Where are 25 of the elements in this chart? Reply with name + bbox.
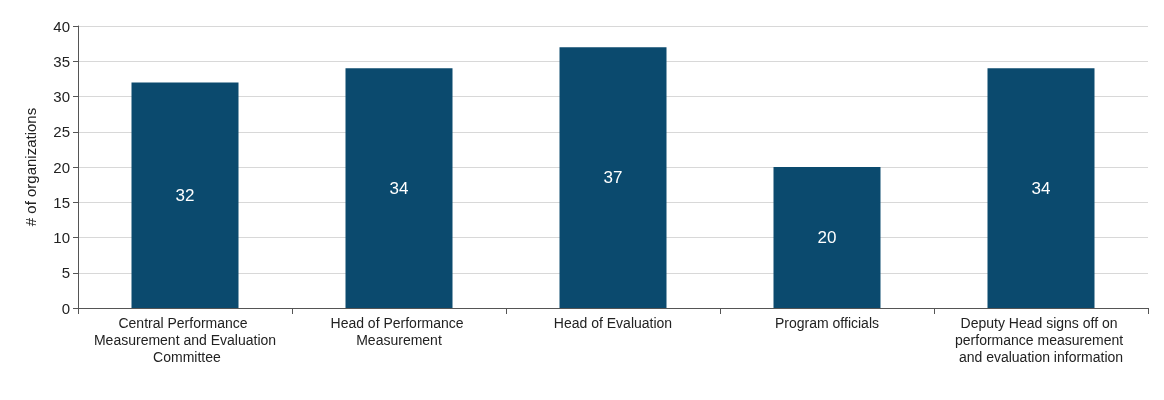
bar [987, 68, 1095, 308]
x-tick-label: Central Performance Measurement and Evaluation Committee [93, 314, 277, 365]
bar [773, 167, 881, 308]
y-tick-label: 20 [53, 158, 70, 176]
y-tick-label: 40 [53, 17, 70, 35]
y-tick-label: 10 [53, 229, 70, 246]
x-tick-label: Program officials [774, 314, 880, 331]
data-label: 20 [817, 228, 837, 247]
y-tick-label: 0 [61, 299, 70, 317]
bar [131, 82, 239, 308]
y-tick-label: 5 [61, 264, 70, 282]
y-tick-label: 25 [53, 123, 70, 141]
x-tick-label: Head of Performance Measurement [330, 314, 468, 348]
y-tick-label: 15 [53, 193, 70, 211]
data-label: 34 [389, 178, 409, 198]
bar [345, 68, 453, 308]
y-tick-label: 35 [53, 52, 70, 70]
data-label: 32 [175, 185, 195, 205]
x-tick-label: Deputy Head signs off on performance measurement and evaluation information [955, 314, 1127, 365]
data-label: 34 [1031, 178, 1051, 198]
y-tick-label: 30 [53, 88, 70, 105]
x-tick-label: Head of Evaluation [553, 314, 673, 331]
data-label: 37 [603, 168, 623, 188]
y-axis-title: # of organizations [22, 107, 39, 227]
bar [559, 47, 667, 308]
